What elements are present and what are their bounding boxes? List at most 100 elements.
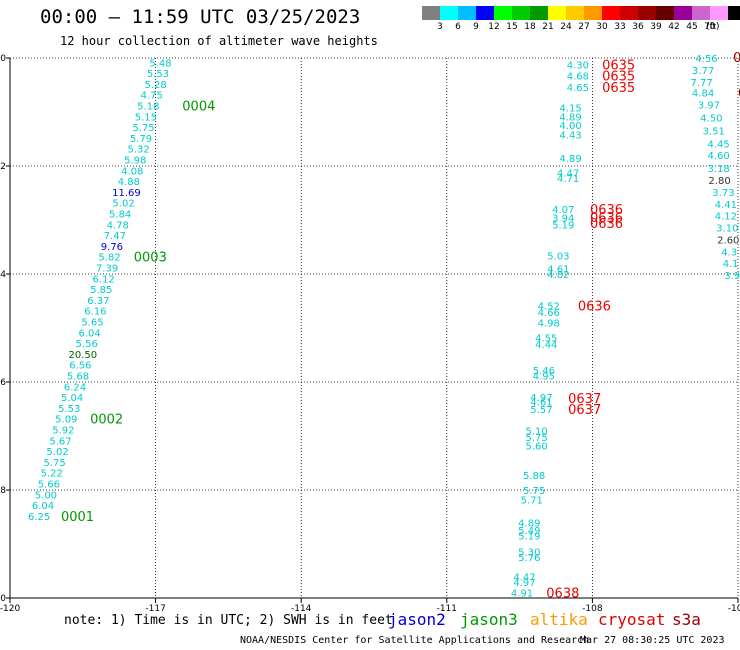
- legend-swatch: [458, 6, 476, 20]
- wave-height-value: 3.10: [716, 224, 738, 235]
- wave-height-value: 7.39: [96, 264, 118, 275]
- wave-height-value: 5.75: [523, 486, 545, 497]
- wave-height-value: 5.18: [137, 102, 159, 113]
- x-tick-label: -114: [291, 604, 312, 614]
- wave-height-value: 5.53: [58, 404, 80, 415]
- wave-height-value: 5.32: [127, 145, 149, 156]
- wave-height-value: 4.68: [567, 71, 589, 82]
- wave-height-value: 4.97: [513, 578, 535, 589]
- pass-number: 0002: [90, 413, 123, 428]
- wave-height-value: 4.71: [557, 174, 579, 185]
- legend-swatch: [656, 6, 674, 20]
- pass-number: 0636: [590, 203, 623, 218]
- wave-height-value: 5.92: [52, 426, 74, 437]
- wave-height-value: 4.60: [707, 151, 729, 162]
- wave-height-value: 4.88: [118, 177, 140, 188]
- wave-height-value: 5.02: [112, 199, 134, 210]
- wave-height-value: 5.48: [149, 58, 171, 69]
- wave-height-value: 4.82: [547, 270, 569, 281]
- legend-label: 30: [596, 22, 608, 32]
- wave-height-value: 5.02: [46, 447, 68, 458]
- pass-number: 0637: [568, 392, 601, 407]
- legend-swatch: [620, 6, 638, 20]
- observation-labels: 5.485.535.284.755.185.155.755.795.325.98…: [28, 54, 740, 600]
- wave-height-value: 4.30: [567, 60, 589, 71]
- legend-swatch: [692, 6, 710, 20]
- credit-text: NOAA/NESDIS Center for Satellite Applica…: [240, 635, 590, 646]
- wave-height-value: 5.22: [41, 469, 63, 480]
- wave-height-value: 4.89: [518, 518, 540, 529]
- wave-height-value: 4.52: [538, 301, 560, 312]
- y-tick-label: -6: [0, 378, 6, 388]
- page-subtitle: 12 hour collection of altimeter wave hei…: [60, 34, 378, 48]
- x-tick-label: -108: [582, 604, 603, 614]
- wave-height-value: 4.47: [557, 168, 579, 179]
- satellite-label-cryosat: cryosat: [598, 610, 666, 629]
- wave-height-value: 5.85: [90, 285, 112, 296]
- legend-label: 15: [506, 22, 518, 32]
- legend-label: 12: [488, 22, 500, 32]
- wave-height-value: 4.66: [538, 308, 560, 319]
- wave-height-value: 5.03: [547, 252, 569, 263]
- pass-number: 0636: [590, 211, 623, 226]
- legend-swatch: [494, 6, 512, 20]
- wave-height-value: 5.76: [518, 553, 540, 564]
- wave-height-value: 5.19: [518, 531, 540, 542]
- wave-height-value: 3.18: [707, 164, 729, 175]
- legend-label: 9: [473, 22, 479, 32]
- wave-height-value: 4.89: [559, 154, 581, 165]
- y-tick-label: 0: [0, 54, 6, 64]
- pass-number: 0636: [578, 299, 611, 314]
- legend-label: 21: [542, 22, 554, 32]
- x-tick-label: -120: [0, 604, 20, 614]
- wave-height-value: 4.55: [535, 334, 557, 345]
- legend-unit: (ft): [706, 22, 720, 32]
- wave-height-value: 5.46: [533, 366, 555, 377]
- wave-height-value: 3.97: [698, 100, 720, 111]
- legend-label: 6: [455, 22, 461, 32]
- wave-height-value: 5.68: [67, 372, 89, 383]
- wave-height-value: 4.84: [692, 89, 714, 100]
- wave-height-value: 5.79: [130, 134, 152, 145]
- wave-height-value: 4.97: [530, 393, 552, 404]
- wave-height-value: 5.66: [38, 480, 60, 491]
- wave-height-value: 4.08: [121, 166, 143, 177]
- footer-note: note: 1) Time is in UTC; 2) SWH is in fe…: [64, 613, 393, 628]
- legend-swatch: [476, 6, 494, 20]
- x-tick-label: -105: [728, 604, 740, 614]
- wave-height-value: 3.9: [724, 271, 740, 282]
- legend-label: 70: [704, 22, 716, 32]
- wave-height-value: 4.41: [715, 200, 737, 211]
- legend-swatch: [602, 6, 620, 20]
- legend-label: 27: [578, 22, 590, 32]
- wave-height-value: 5.57: [530, 405, 552, 416]
- x-tick-label: -117: [145, 604, 165, 614]
- wave-height-value: 4.15: [559, 104, 581, 115]
- legend-label: 24: [560, 22, 572, 32]
- wave-height-value: 5.00: [35, 490, 57, 501]
- wave-height-value: 5.09: [55, 415, 77, 426]
- wave-height-value: 5.84: [109, 210, 131, 221]
- wave-height-value: 20.50: [68, 350, 97, 361]
- wave-height-value: 4.47: [513, 572, 535, 583]
- wave-height-value: 5.98: [124, 156, 146, 167]
- wave-height-value: 4.91: [511, 589, 533, 600]
- wave-height-value: 5.53: [147, 69, 169, 80]
- wave-height-value: 4.61: [547, 265, 569, 276]
- pass-number: 0635: [602, 81, 635, 96]
- wave-height-value: 4.75: [141, 91, 163, 102]
- legend-label: 36: [632, 22, 644, 32]
- wave-height-value: 5.30: [518, 548, 540, 559]
- wave-height-value: 7.77: [690, 78, 712, 89]
- wave-height-value: 3.77: [692, 66, 714, 77]
- legend-label: 18: [524, 22, 536, 32]
- pass-labels: 0004000300020001063506350635063606360636…: [61, 51, 740, 602]
- wave-height-value: 4.98: [538, 319, 560, 330]
- wave-height-value: 5.67: [49, 436, 71, 447]
- wave-height-value: 5.60: [525, 442, 547, 453]
- pass-number: 0636: [590, 217, 623, 232]
- pass-number: 0635: [602, 58, 635, 73]
- wave-height-value: 5.75: [132, 123, 154, 134]
- legend-label: 45: [686, 22, 698, 32]
- x-tick-label: -111: [437, 604, 457, 614]
